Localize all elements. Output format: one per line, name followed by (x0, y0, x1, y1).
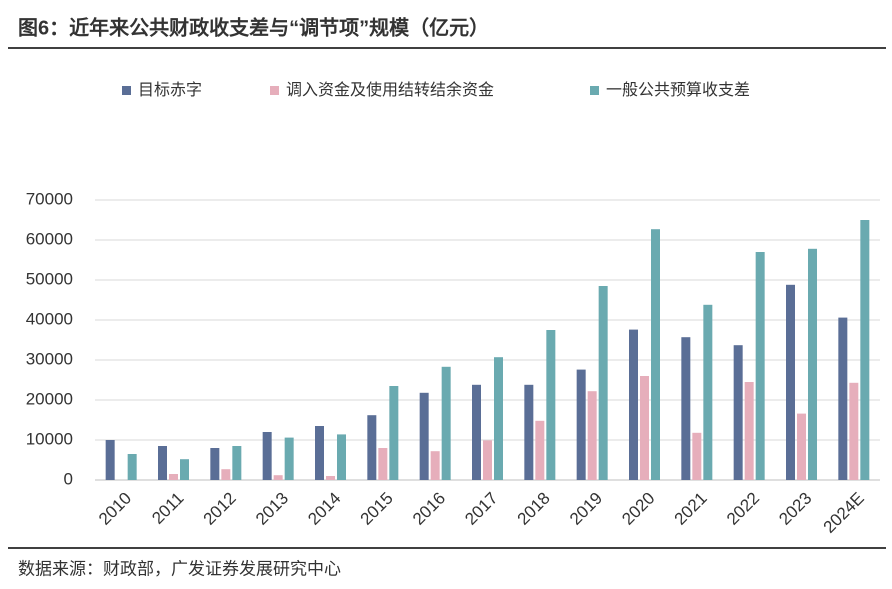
x-tick-label: 2017 (461, 489, 501, 529)
bar (441, 366, 451, 480)
x-tick-label: 2016 (409, 489, 449, 529)
x-tick-label: 2011 (148, 489, 187, 528)
y-tick-label: 70000 (26, 189, 73, 208)
bar (598, 286, 608, 480)
bar (419, 392, 429, 480)
bar (546, 330, 556, 480)
bar (315, 426, 324, 480)
bar (273, 475, 283, 480)
x-tick-label: 2024E (820, 489, 868, 537)
y-tick-label: 50000 (26, 269, 73, 288)
bar (651, 229, 660, 480)
x-tick-label: 2020 (618, 489, 658, 529)
y-tick-label: 0 (64, 469, 73, 488)
y-tick-label: 30000 (26, 349, 73, 368)
bar (587, 391, 597, 480)
y-tick-label: 10000 (26, 429, 73, 448)
x-tick-label: 2014 (304, 489, 344, 529)
legend-swatch (590, 86, 599, 95)
bar (681, 337, 691, 480)
y-tick-label: 40000 (26, 309, 73, 328)
x-tick-label: 2019 (566, 489, 606, 529)
bar (367, 415, 377, 480)
bar (221, 469, 231, 480)
x-tick-label: 2021 (671, 489, 711, 529)
bar (755, 252, 765, 480)
y-tick-label: 20000 (26, 389, 73, 408)
bar (838, 317, 848, 480)
bar (860, 220, 870, 480)
bar (744, 382, 754, 480)
bar (629, 329, 638, 480)
bar (494, 357, 503, 480)
bar (703, 304, 713, 480)
x-tick-label: 2010 (95, 489, 135, 529)
legend-label: 调入资金及使用结转结余资金 (286, 80, 494, 99)
bar (808, 248, 817, 480)
legend-label: 一般公共预算收支差 (606, 80, 750, 99)
bar (797, 413, 806, 480)
source: 数据来源：财政部，广发证券发展研究中心 (18, 559, 341, 578)
legend-label: 目标赤字 (138, 81, 202, 99)
chart-title: 图6：近年来公共财政收支差与“调节项”规模（亿元） (18, 15, 489, 39)
legend-swatch (270, 86, 279, 95)
bar (430, 451, 440, 480)
bar (180, 459, 189, 480)
y-tick-label: 60000 (26, 229, 73, 248)
bar (733, 345, 743, 480)
bar (692, 432, 702, 480)
bar (389, 386, 399, 480)
bar (232, 446, 242, 480)
x-tick-label: 2022 (723, 489, 763, 529)
bar (284, 437, 294, 480)
bar (127, 454, 137, 480)
bar (640, 376, 649, 480)
bar (786, 284, 795, 480)
bar (326, 476, 335, 480)
bar (337, 434, 346, 480)
bar (535, 420, 545, 480)
bar (849, 382, 859, 480)
bar (576, 369, 586, 480)
x-tick-label: 2012 (200, 489, 240, 529)
bar (210, 448, 220, 480)
bar (472, 384, 481, 480)
bar (105, 440, 115, 480)
bar (169, 474, 178, 480)
x-tick-label: 2013 (252, 489, 292, 529)
legend-swatch (122, 86, 131, 95)
bar (158, 446, 167, 480)
bar (524, 384, 534, 480)
bar (483, 440, 492, 480)
bar (262, 432, 272, 480)
x-tick-label: 2023 (775, 489, 815, 529)
x-tick-label: 2015 (357, 489, 397, 529)
bar (378, 448, 388, 480)
x-tick-label: 2018 (514, 489, 554, 529)
